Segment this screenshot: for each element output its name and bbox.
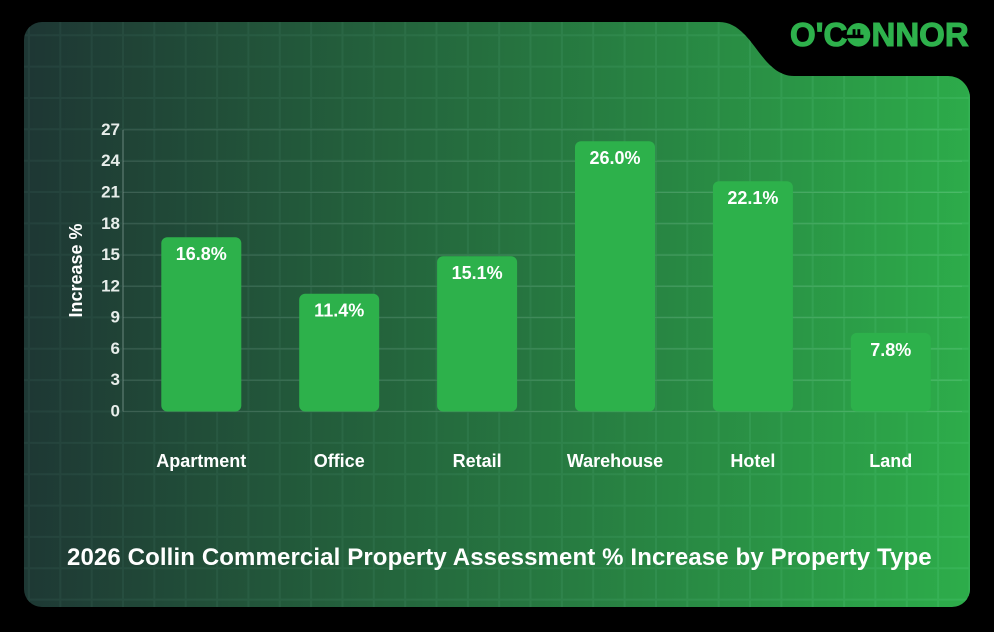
svg-text:Warehouse: Warehouse (567, 451, 663, 471)
svg-text:Office: Office (314, 451, 365, 471)
svg-text:12: 12 (101, 276, 120, 295)
svg-text:15: 15 (101, 245, 120, 264)
svg-text:26.0%: 26.0% (589, 148, 640, 168)
svg-text:7.8%: 7.8% (870, 340, 911, 360)
svg-text:Hotel: Hotel (730, 451, 775, 471)
svg-text:2026 Collin Commercial Propert: 2026 Collin Commercial Property Assessme… (67, 544, 932, 571)
svg-text:O'C: O'C (790, 16, 847, 53)
svg-text:22.1%: 22.1% (727, 188, 778, 208)
svg-text:3: 3 (111, 370, 120, 389)
svg-text:9: 9 (111, 308, 120, 327)
svg-text:NNOR: NNOR (872, 16, 969, 53)
svg-text:6: 6 (111, 339, 120, 358)
svg-text:16.8%: 16.8% (176, 244, 227, 264)
svg-text:0: 0 (111, 402, 120, 421)
svg-text:27: 27 (101, 120, 120, 139)
svg-text:21: 21 (101, 183, 120, 202)
svg-text:18: 18 (101, 214, 120, 233)
svg-text:Land: Land (869, 451, 912, 471)
svg-text:11.4%: 11.4% (314, 301, 364, 321)
svg-text:Increase %: Increase % (66, 223, 86, 317)
svg-text:Apartment: Apartment (156, 451, 246, 471)
svg-text:15.1%: 15.1% (452, 263, 503, 283)
svg-text:Retail: Retail (453, 451, 502, 471)
svg-text:24: 24 (101, 151, 120, 170)
